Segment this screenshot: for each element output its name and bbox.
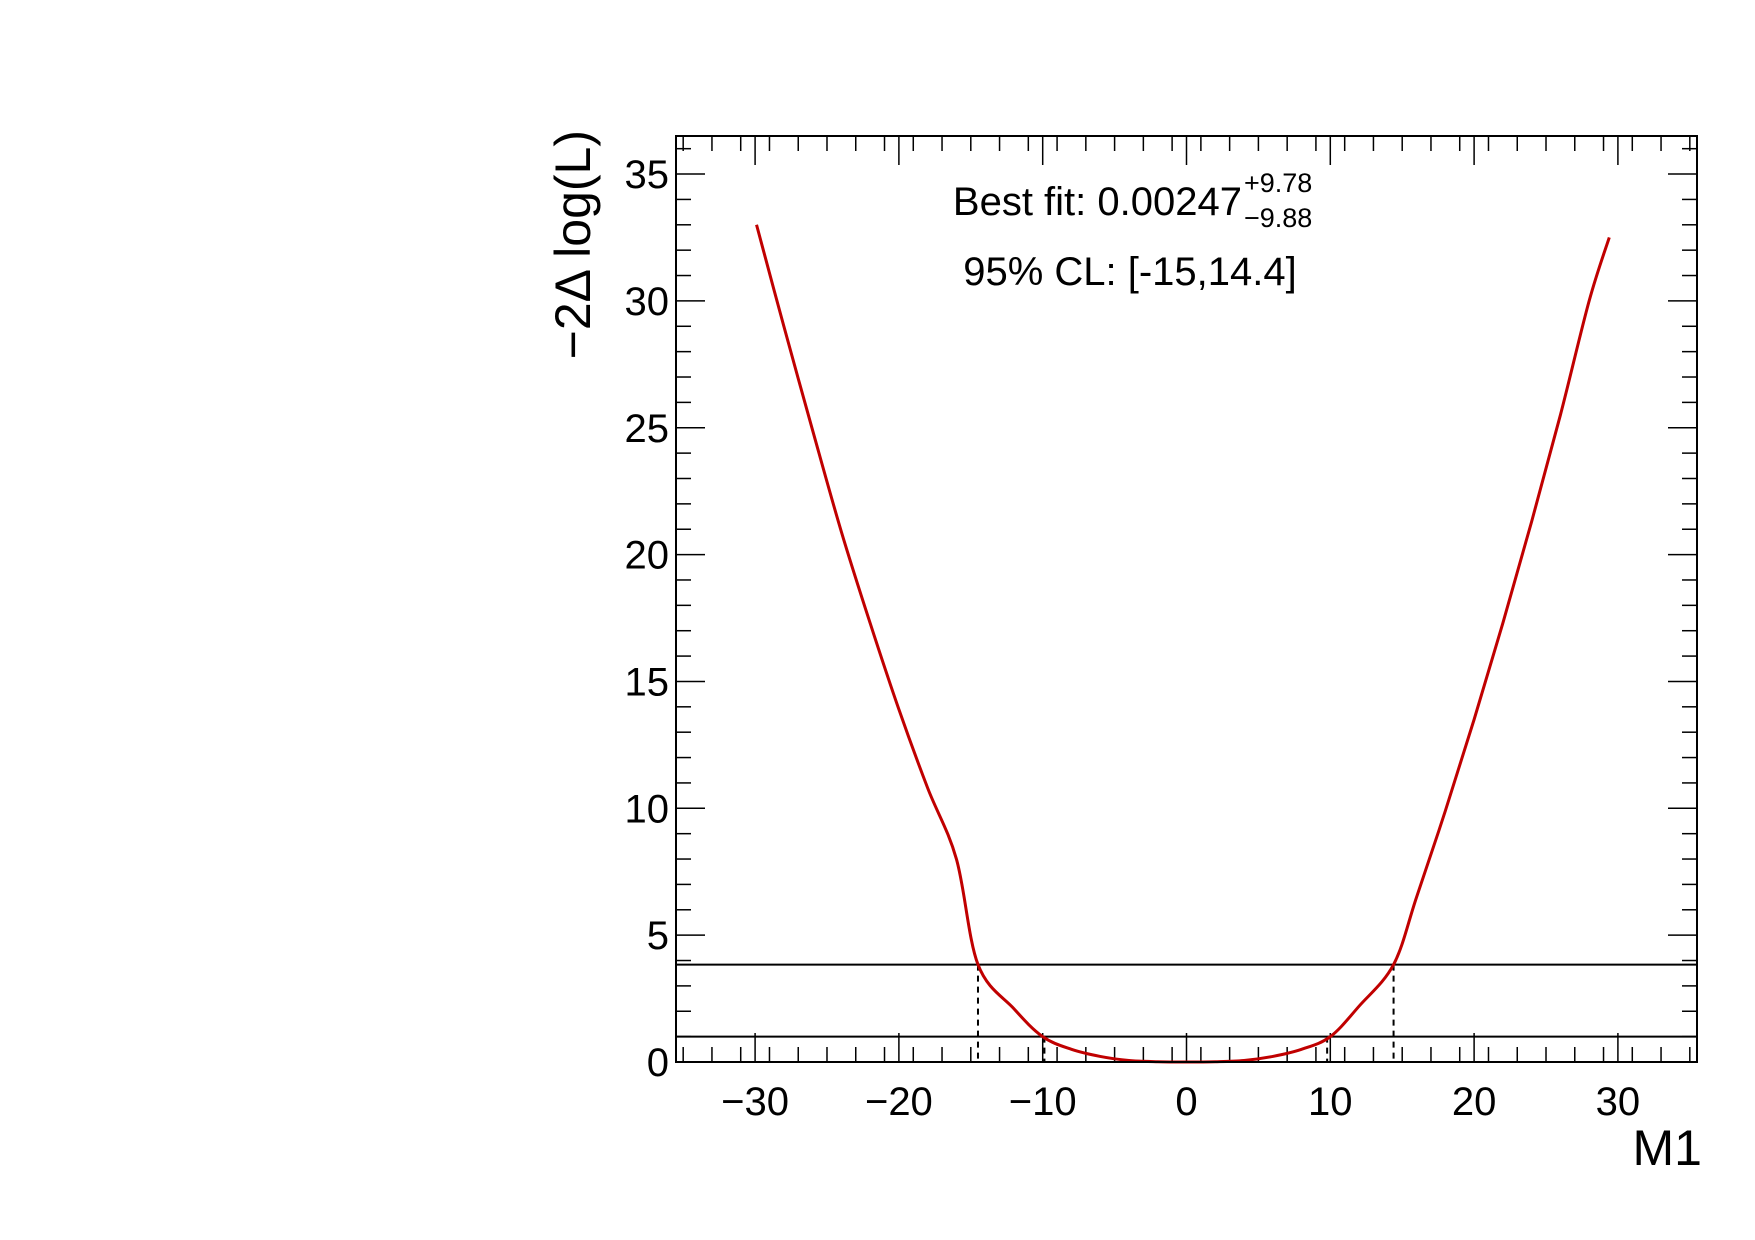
best-fit-annotation: Best fit: 0.00247: [953, 180, 1242, 224]
x-tick-labels: −30 −20 −10 0 10 20 30: [721, 1080, 1640, 1124]
y-tick-label: 5: [647, 914, 669, 958]
series-layer: [755, 224, 1611, 1064]
y-tick-label: 15: [625, 660, 670, 704]
y-tick-label: 25: [625, 407, 670, 451]
y-tick-label: 20: [625, 534, 670, 578]
x-tick-label: −20: [865, 1080, 933, 1124]
reference-lines: [676, 963, 1697, 1062]
x-tick-label: 20: [1452, 1080, 1497, 1124]
y-tick-label: 0: [647, 1041, 669, 1085]
x-tick-label: 10: [1308, 1080, 1353, 1124]
y-tick-labels: 0 5 10 15 20 25 30 35: [625, 153, 670, 1085]
x-axis-label: M1: [1633, 1120, 1702, 1176]
minor-ticks: [676, 136, 1697, 1062]
best-fit-label: Best fit: 0.00247: [953, 180, 1242, 224]
y-tick-label: 30: [625, 280, 670, 324]
y-tick-label: 10: [625, 787, 670, 831]
x-tick-label: −10: [1009, 1080, 1077, 1124]
best-fit-minus-error: −9.88: [1244, 203, 1312, 233]
x-tick-label: −30: [721, 1080, 789, 1124]
best-fit-plus-error: +9.78: [1244, 168, 1312, 198]
x-tick-label: 0: [1175, 1080, 1197, 1124]
x-tick-label: 30: [1596, 1080, 1641, 1124]
likelihood-curve: [755, 224, 1611, 1064]
plot-frame: [675, 135, 1698, 1063]
confidence-interval-annotation: 95% CL: [-15,14.4]: [963, 250, 1297, 294]
major-ticks: [676, 136, 1697, 1063]
y-axis-label: −2Δ log(L): [545, 130, 601, 359]
y-tick-label: 35: [625, 153, 670, 197]
